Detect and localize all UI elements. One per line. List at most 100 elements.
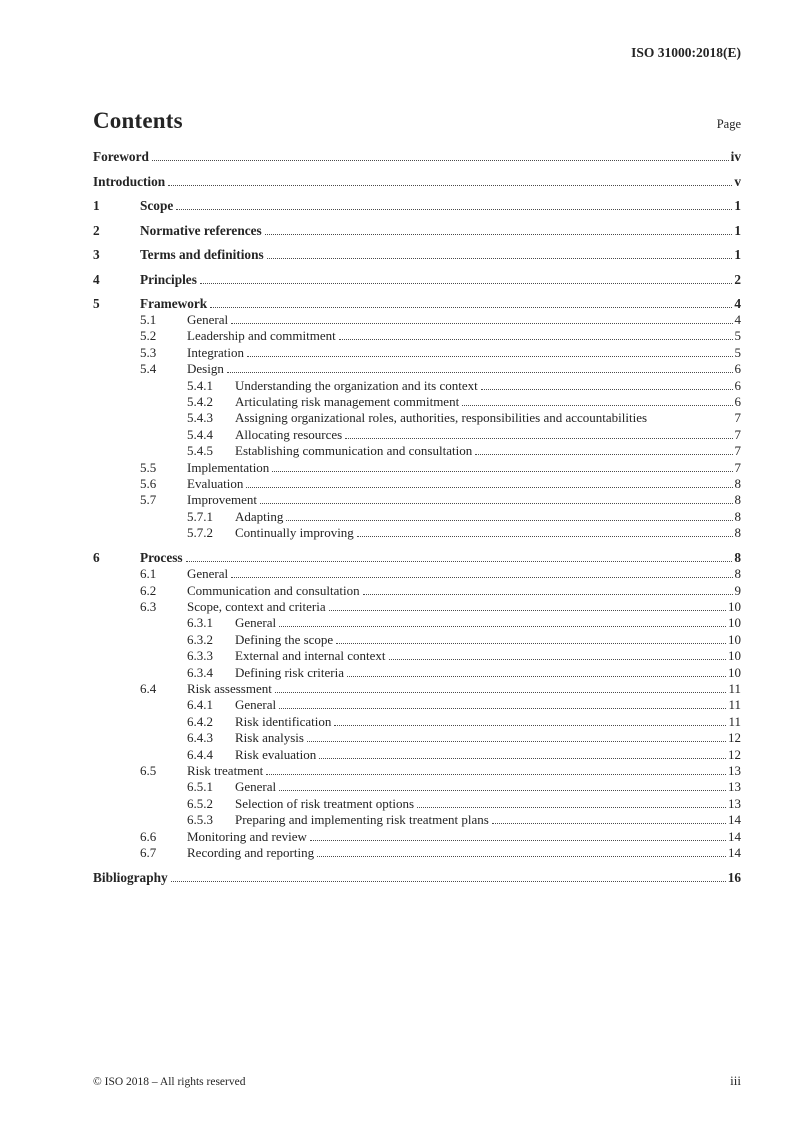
toc-entry-number: 5.4.1 (187, 377, 213, 393)
toc-entry: 6.4.3 Risk analysis 12 (187, 730, 741, 746)
toc-entry-number: 6.4.2 (187, 713, 213, 729)
toc-entry-number: 6.7 (140, 845, 157, 861)
toc-entry-title: General (235, 697, 277, 713)
toc-entry: 5.7.2 Continually improving 8 (187, 525, 741, 541)
toc-entry-title: General (235, 615, 277, 631)
toc-entry-page: 8 (734, 525, 742, 541)
toc-entry: 6.4.1 General 11 (187, 697, 741, 713)
toc-entry-number: 6.6 (140, 828, 157, 844)
toc-entry-number: 5.6 (140, 476, 157, 492)
toc-entry: 5.2 Leadership and commitment 5 (140, 328, 741, 344)
toc-entry-page: 5 (734, 328, 742, 344)
toc-entry-page: 10 (728, 631, 741, 647)
contents-title-row: Contents Page (93, 108, 741, 134)
toc-leader-dots (231, 323, 733, 324)
toc-entry-number: 4 (93, 271, 100, 287)
toc-entry: 5.7 Improvement 8 (140, 492, 741, 508)
toc-entry-title: Normative references (140, 222, 262, 238)
toc-entry-title: Allocating resources (235, 426, 343, 442)
toc-entry-number: 6.5.3 (187, 812, 213, 828)
toc-entry-title: Design (187, 361, 224, 377)
copyright-notice: © ISO 2018 – All rights reserved (93, 1076, 246, 1088)
toc-entry-page: 6 (734, 377, 742, 393)
toc-leader-dots (491, 823, 726, 825)
toc-entry-page: 10 (728, 615, 741, 631)
toc-entry-title: Adapting (235, 508, 284, 524)
toc-entry-number: 5.4.2 (187, 394, 213, 410)
toc-entry-title: Principles (140, 271, 197, 287)
toc-entry: 6.2 Communication and consultation 9 (140, 583, 741, 599)
toc-leader-dots (338, 339, 733, 341)
page-column-label: Page (716, 117, 741, 131)
toc-entry-title: Risk evaluation (235, 746, 317, 762)
toc-entry: 6.4.2 Risk identification 11 (187, 714, 741, 730)
toc-entry-page: 8 (734, 508, 742, 524)
toc-entry-number: 6.3 (140, 599, 157, 614)
toc-leader-dots (317, 856, 726, 858)
toc-entry-number: 6.5.2 (187, 795, 213, 811)
page-title: Contents (93, 108, 183, 133)
toc-entry: 6.3 Scope, context and criteria 10 (140, 599, 741, 615)
toc-leader-dots (279, 790, 726, 792)
toc-entry-page: 6 (734, 361, 742, 377)
table-of-contents: Foreword iv Introduction v 1 Scope 1 2 N… (93, 148, 741, 886)
toc-entry-number: 5.4 (140, 361, 157, 377)
toc-entry: Foreword iv (93, 148, 741, 165)
toc-entry-page: 7 (734, 410, 742, 426)
toc-entry: 5.1 General 4 (140, 312, 741, 328)
toc-leader-dots (356, 536, 733, 538)
toc-entry: 6.6 Monitoring and review 14 (140, 829, 741, 845)
toc-entry-title: Recording and reporting (187, 845, 315, 861)
toc-leader-dots (279, 626, 726, 628)
toc-leader-dots (309, 839, 726, 841)
toc-leader-dots (475, 454, 733, 456)
toc-entry: 5.3 Integration 5 (140, 345, 741, 361)
toc-entry-title: Risk identification (235, 713, 332, 729)
toc-entry-title: Improvement (187, 492, 258, 508)
toc-leader-dots (388, 659, 726, 661)
toc-entry-title: Scope (140, 198, 174, 213)
toc-leader-dots (185, 561, 733, 563)
toc-entry-number: 6.4.3 (187, 730, 213, 746)
toc-entry-number: 6.5.1 (187, 779, 213, 795)
toc-entry-title: Establishing communication and consultat… (235, 443, 473, 459)
toc-entry-page: 4 (734, 312, 742, 327)
toc-leader-dots (247, 355, 733, 357)
toc-leader-dots (347, 675, 726, 677)
page-footer: © ISO 2018 – All rights reserved iii (93, 1073, 741, 1089)
toc-entry-page: 11 (728, 713, 741, 729)
toc-entry-page: 12 (728, 730, 741, 746)
toc-entry-number: 1 (93, 198, 100, 213)
toc-entry-title: Understanding the organization and its c… (235, 377, 478, 393)
toc-entry-page: 14 (728, 845, 741, 861)
toc-entry-page: 1 (734, 222, 741, 238)
toc-entry: 6.5.2 Selection of risk treatment option… (187, 796, 741, 812)
toc-entry: 5.4.4 Allocating resources 7 (187, 427, 741, 443)
toc-entry-page: 7 (734, 459, 742, 475)
toc-leader-dots (151, 160, 729, 161)
toc-entry-number: 5.7 (140, 492, 157, 508)
toc-entry-page: 13 (728, 779, 741, 795)
toc-entry: 5.4.1 Understanding the organization and… (187, 378, 741, 394)
toc-entry: 6.4.4 Risk evaluation 12 (187, 747, 741, 763)
toc-entry-title: External and internal context (235, 648, 386, 664)
toc-leader-dots (176, 209, 733, 210)
toc-entry: 3 Terms and definitions 1 (93, 246, 741, 263)
toc-entry-page: 8 (734, 566, 742, 582)
toc-leader-dots (170, 881, 726, 882)
toc-entry-title: Risk assessment (187, 681, 272, 697)
toc-entry: 6.3.2 Defining the scope 10 (187, 632, 741, 648)
toc-entry-number: 6.3.1 (187, 615, 213, 631)
toc-entry: 5.5 Implementation 7 (140, 460, 741, 476)
toc-entry: 5.4.2 Articulating risk management commi… (187, 394, 741, 410)
toc-entry-number: 6.5 (140, 763, 157, 779)
toc-entry-title: Defining the scope (235, 631, 334, 647)
toc-leader-dots (306, 741, 726, 743)
toc-entry-number: 6.4 (140, 681, 157, 697)
toc-entry-title: Risk treatment (187, 763, 264, 779)
toc-leader-dots (266, 774, 726, 776)
toc-leader-dots (279, 708, 727, 710)
toc-entry-title: Communication and consultation (187, 582, 360, 598)
toc-leader-dots (462, 405, 733, 407)
